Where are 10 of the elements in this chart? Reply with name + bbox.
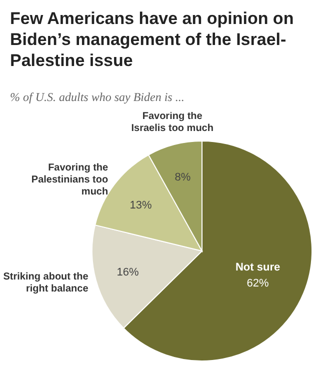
slice-label: Not sure <box>235 261 280 274</box>
data-label: 62% <box>246 277 270 290</box>
slice-label: Striking about the right balance <box>3 271 89 294</box>
data-label: 16% <box>116 266 140 279</box>
chart-subtitle: % of U.S. adults who say Biden is ... <box>10 90 186 105</box>
data-label: 13% <box>130 199 152 212</box>
slice-label: Favoring the Israelis too much <box>131 110 214 134</box>
slice-label: Favoring the Palestinians too much <box>31 162 109 198</box>
chart-title: Few Americans have an opinion on Biden’s management of the Israel-Palestine issue <box>10 8 295 71</box>
data-label: 8% <box>174 171 191 184</box>
